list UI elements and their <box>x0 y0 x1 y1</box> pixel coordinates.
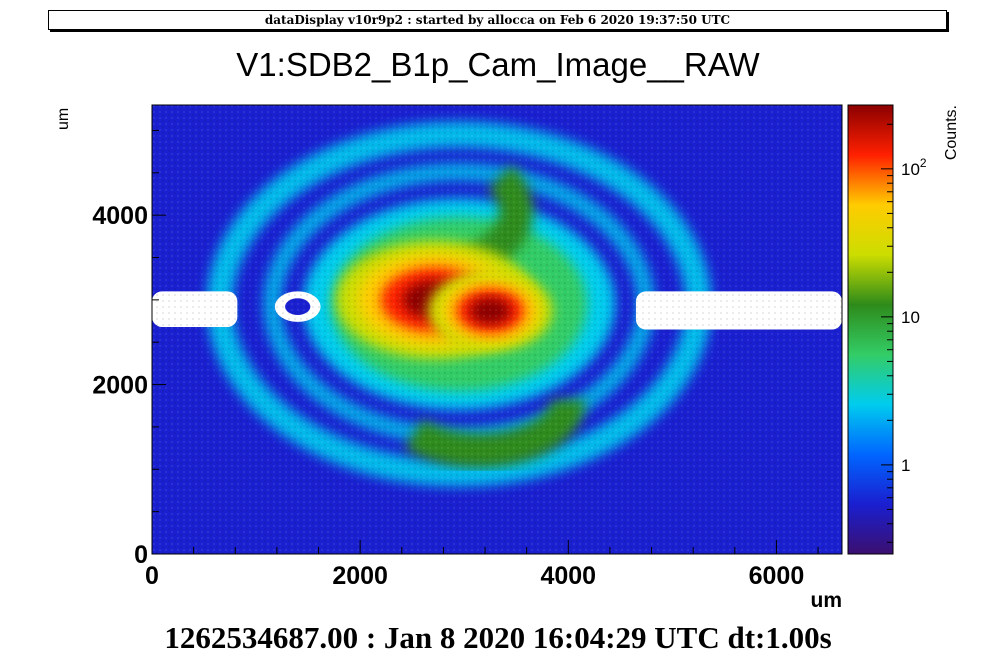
color-scale-axis: 1 10 102 <box>881 123 927 543</box>
run-info-banner: dataDisplay v10r9p2 : started by allocca… <box>48 10 947 30</box>
saturated-band <box>152 291 238 327</box>
x-tick-label: 4000 <box>540 562 596 590</box>
beam-core <box>441 279 539 343</box>
beam-core <box>455 288 525 334</box>
beam-core <box>380 267 490 333</box>
y-tick-label: 4000 <box>92 202 148 230</box>
x-axis-label: um <box>811 589 843 612</box>
background-level <box>152 105 842 554</box>
saturated-spot-inner <box>285 298 311 316</box>
color-scale-label: Counts. <box>943 105 960 160</box>
diffraction-ring <box>206 121 712 487</box>
plot-frame <box>151 104 843 555</box>
plot-title: V1:SDB2_B1p_Cam_Image__RAW <box>236 46 760 83</box>
saturated-band <box>635 291 842 330</box>
y-axis-label: um <box>55 108 72 130</box>
detector-noise-texture <box>152 105 842 554</box>
beam-halo <box>302 198 616 410</box>
beam-core <box>469 297 511 325</box>
beam-core <box>336 240 534 360</box>
diffraction-ring <box>263 162 655 446</box>
z-tick-label: 10 <box>901 308 920 327</box>
y-tick-label: 0 <box>134 541 148 569</box>
x-tick-label: 2000 <box>332 562 388 590</box>
x-axis: 0 2000 4000 6000 <box>145 540 819 590</box>
beam-halo <box>331 217 588 391</box>
x-tick-label: 0 <box>145 562 159 590</box>
timestamp-footer: 1262534687.00 : Jan 8 2020 16:04:29 UTC … <box>164 620 832 655</box>
color-scale-bar <box>847 104 894 555</box>
saturated-spot <box>274 291 321 322</box>
z-tick-label: 102 <box>901 156 927 179</box>
beam-core <box>357 253 513 347</box>
beam-core <box>402 280 468 320</box>
y-axis: 0 2000 4000 <box>92 129 166 569</box>
beam-arc <box>249 126 534 296</box>
beam-arc <box>374 331 586 468</box>
x-tick-label: 6000 <box>749 562 805 590</box>
z-tick-exponent: 2 <box>920 156 927 170</box>
z-tick-label: 1 <box>901 456 910 475</box>
beam-core <box>427 270 553 352</box>
y-tick-label: 2000 <box>92 372 148 400</box>
